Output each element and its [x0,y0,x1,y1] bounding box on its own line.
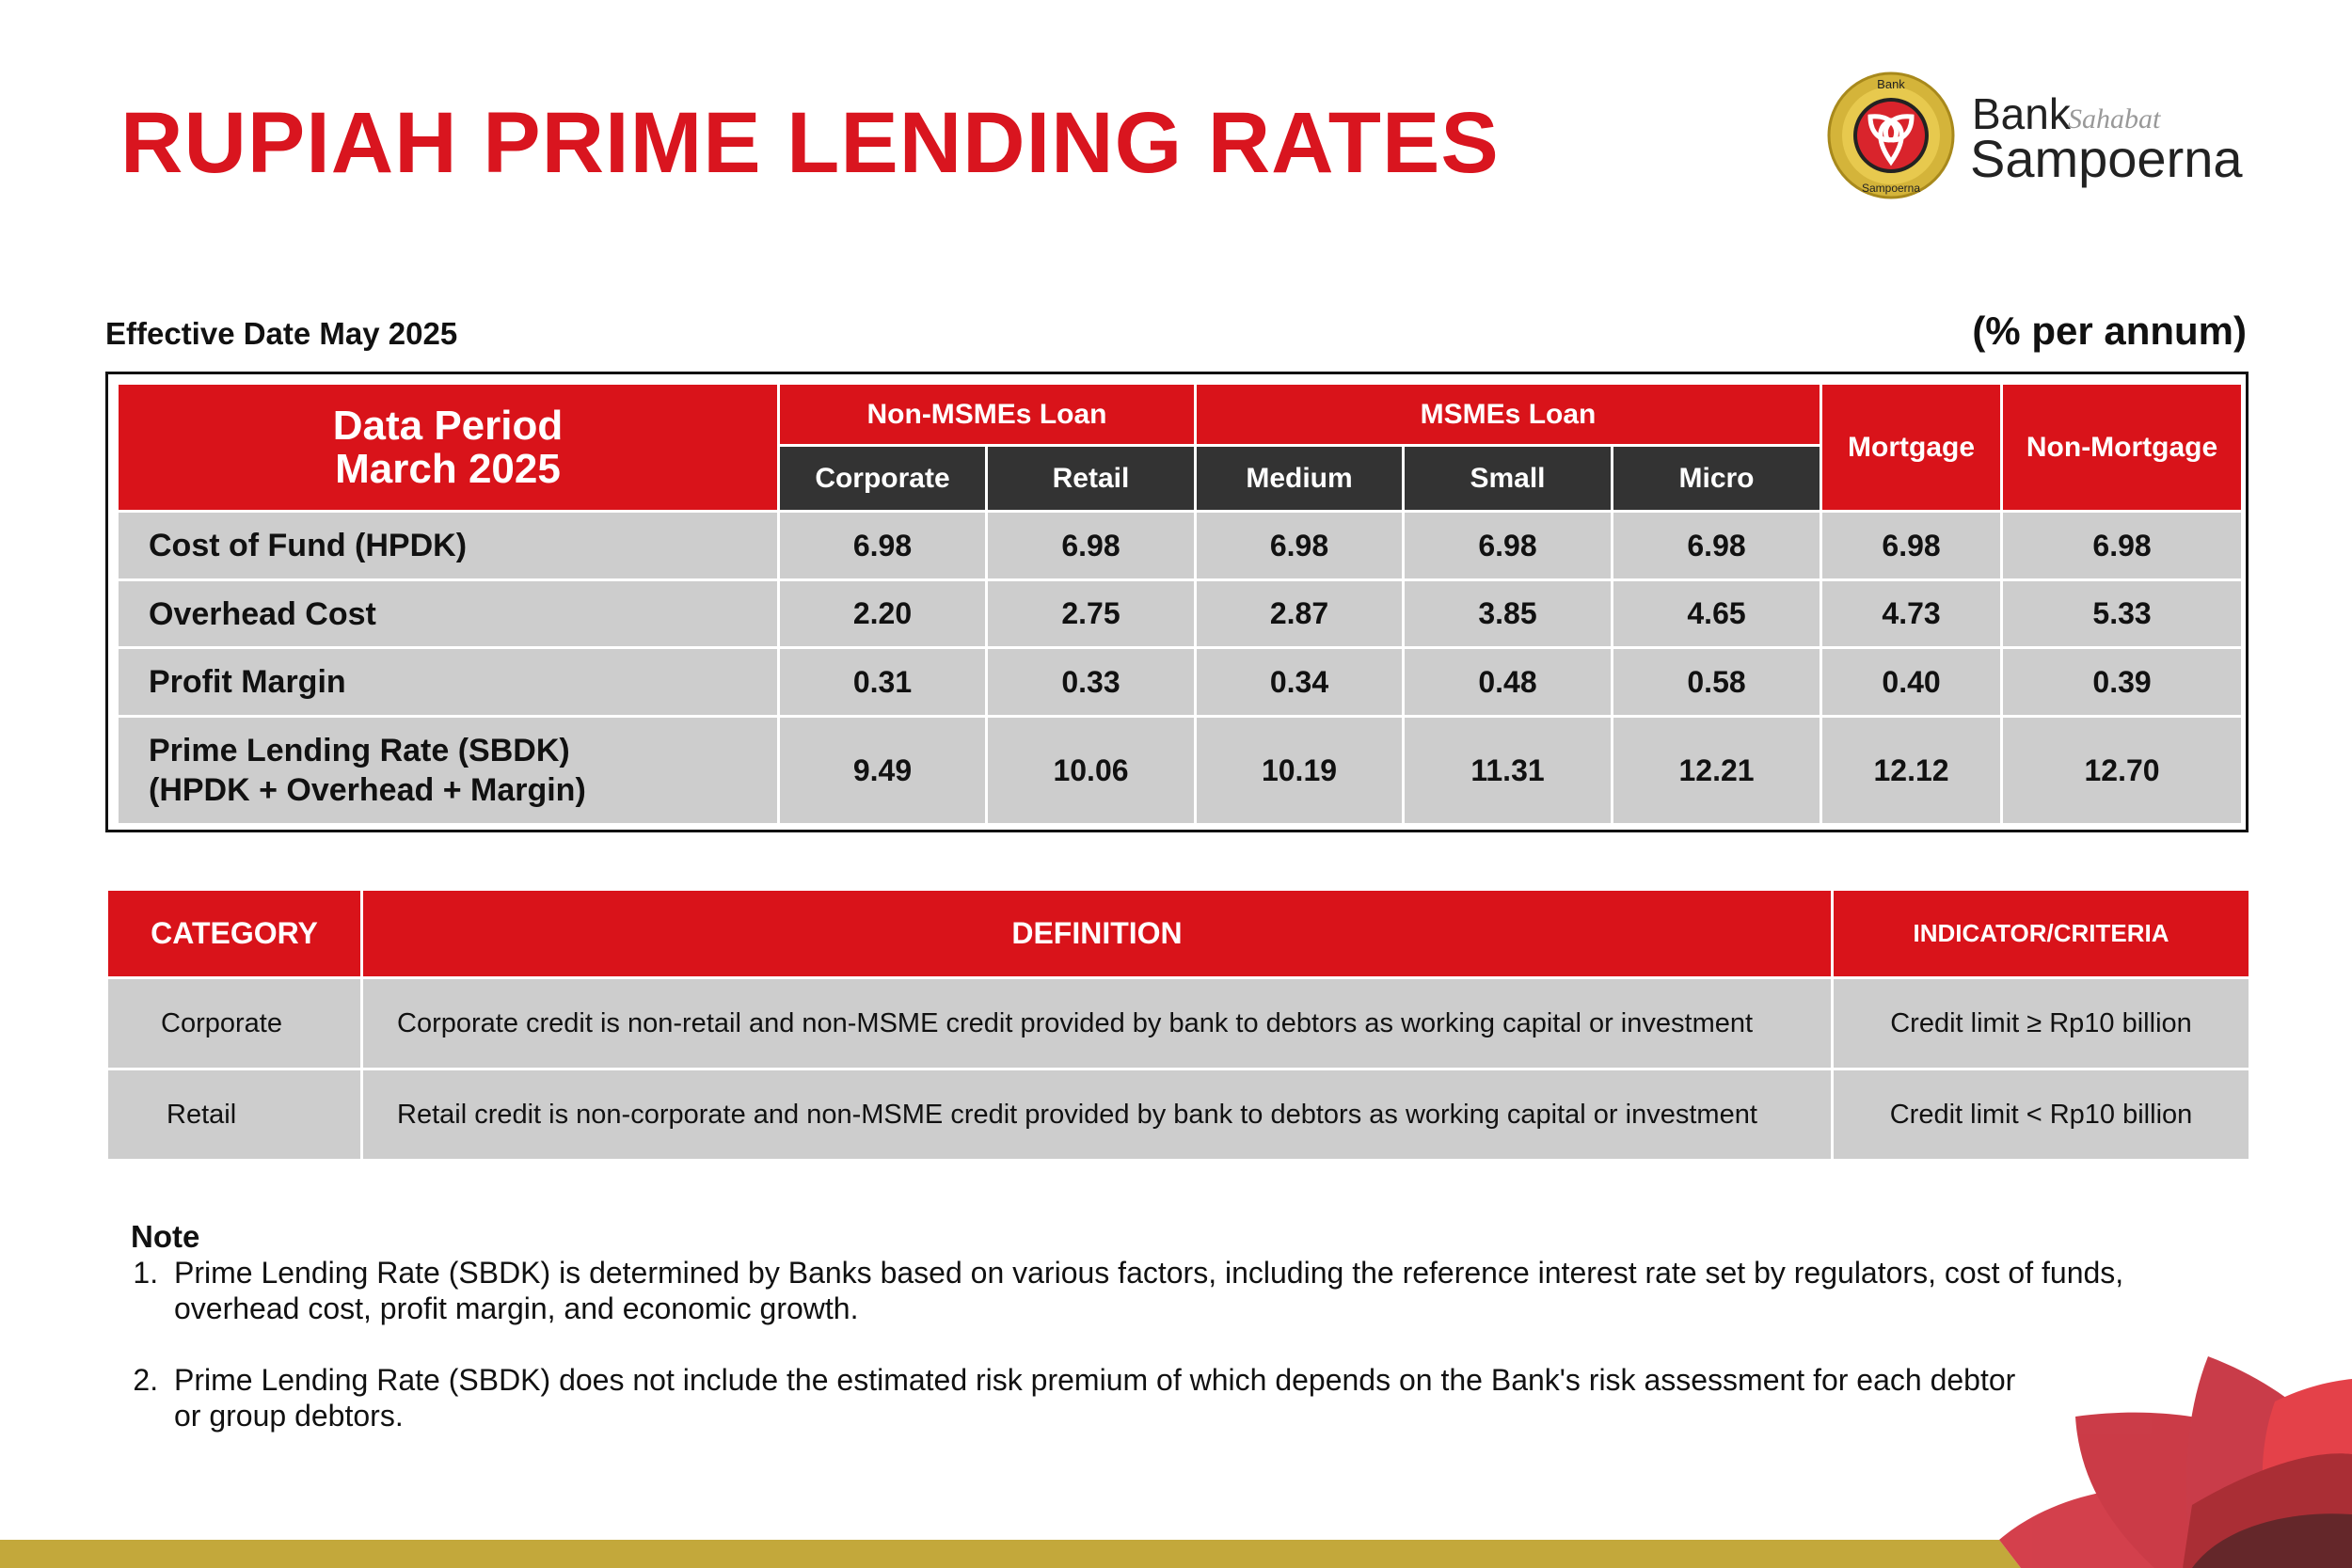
gold-footer-bar [0,1540,2021,1568]
logo-sampoerna-text: Sampoerna [1970,129,2243,188]
rate-cell: 2.20 [777,578,988,649]
column-header-medium: Medium [1194,444,1405,513]
rate-cell: 2.75 [985,578,1197,649]
rate-cell: 6.98 [1820,510,2004,581]
rate-cell: 12.70 [2000,715,2245,826]
column-header-corporate: Corporate [777,444,988,513]
rate-cell: 0.34 [1194,646,1405,718]
header-definition: DEFINITION [360,888,1834,979]
definition-table: CATEGORY DEFINITION INDICATOR/CRITERIA C… [105,888,2251,1162]
table-row: Overhead Cost 2.20 2.75 2.87 3.85 4.65 4.73 5.3… [116,578,2245,649]
logo-sahabat-text: Sahabat [2068,103,2161,135]
decorative-petals-footer [0,1356,2352,1568]
rate-cell: 6.98 [1194,510,1405,581]
rate-cell: 0.39 [2000,646,2245,718]
rate-cell: 10.19 [1194,715,1405,826]
criteria-cell: Credit limit ≥ Rp10 billion [1831,976,2251,1070]
definition-cell: Corporate credit is non-retail and non-M… [360,976,1834,1070]
logo-bank-text: Bank [1972,89,2071,138]
note-item: Prime Lending Rate (SBDK) does not inclu… [167,1362,2238,1433]
rate-cell: 0.33 [985,646,1197,718]
rate-cell: 0.31 [777,646,988,718]
rate-cell: 9.49 [777,715,988,826]
rate-cell: 6.98 [2000,510,2245,581]
rate-cell: 6.98 [1402,510,1613,581]
data-period-header: Data Period March 2025 [116,382,780,513]
svg-text:Sampoerna: Sampoerna [1862,182,1920,195]
column-header-micro: Micro [1610,444,1823,513]
note-item: Prime Lending Rate (SBDK) is determined … [167,1255,2238,1326]
rate-cell: 0.40 [1820,646,2004,718]
rate-cell: 4.73 [1820,578,2004,649]
rate-cell: 0.48 [1402,646,1613,718]
row-label: Prime Lending Rate (SBDK) (HPDK + Overhea… [116,715,780,826]
header-criteria: INDICATOR/CRITERIA [1831,888,2251,979]
rate-cell: 6.98 [1610,510,1823,581]
page-title: RUPIAH PRIME LENDING RATES [120,95,1500,191]
emblem-icon: Bank Sampoerna [1827,71,1955,199]
unit-label: (% per annum) [1972,309,2247,353]
table-row: Profit Margin 0.31 0.33 0.34 0.48 0.58 0.40 0.3… [116,646,2245,718]
rate-cell: 12.12 [1820,715,2004,826]
bank-sampoerna-logo: Bank Sampoerna Bank Sahabat Sampoerna [1823,68,2247,204]
group-header-non-msmes: Non-MSMEs Loan [777,382,1197,447]
rate-cell: 5.33 [2000,578,2245,649]
rate-cell: 0.58 [1610,646,1823,718]
prime-lending-rates-table: Data Period March 2025 Non-MSMEs Loan MSM… [105,372,2249,832]
column-header-small: Small [1402,444,1613,513]
category-cell: Corporate [105,976,363,1070]
table-row: Corporate Corporate credit is non-retail… [105,976,2251,1070]
svg-text:Bank: Bank [1877,77,1905,91]
column-header-non-mortgage: Non-Mortgage [2000,382,2245,513]
notes-section: Note Prime Lending Rate (SBDK) is determ… [131,1219,2238,1433]
rate-cell: 4.65 [1610,578,1823,649]
rate-cell: 12.21 [1610,715,1823,826]
row-label: Cost of Fund (HPDK) [116,510,780,581]
rate-cell: 3.85 [1402,578,1613,649]
note-heading: Note [131,1219,200,1254]
table-row: Retail Retail credit is non-corporate an… [105,1068,2251,1162]
rate-cell: 6.98 [777,510,988,581]
row-label: Overhead Cost [116,578,780,649]
rate-cell: 6.98 [985,510,1197,581]
column-header-mortgage: Mortgage [1820,382,2004,513]
table-row: Cost of Fund (HPDK) 6.98 6.98 6.98 6.98 6.98 6… [116,510,2245,581]
rate-cell: 10.06 [985,715,1197,826]
criteria-cell: Credit limit < Rp10 billion [1831,1068,2251,1162]
rate-cell: 11.31 [1402,715,1613,826]
row-label: Profit Margin [116,646,780,718]
definition-cell: Retail credit is non-corporate and non-M… [360,1068,1834,1162]
category-cell: Retail [105,1068,363,1162]
header-category: CATEGORY [105,888,363,979]
table-row: Prime Lending Rate (SBDK) (HPDK + Overhea… [116,715,2245,826]
effective-date: Effective Date May 2025 [105,316,458,351]
column-header-retail: Retail [985,444,1197,513]
group-header-msmes: MSMEs Loan [1193,382,1823,447]
rate-cell: 2.87 [1194,578,1405,649]
